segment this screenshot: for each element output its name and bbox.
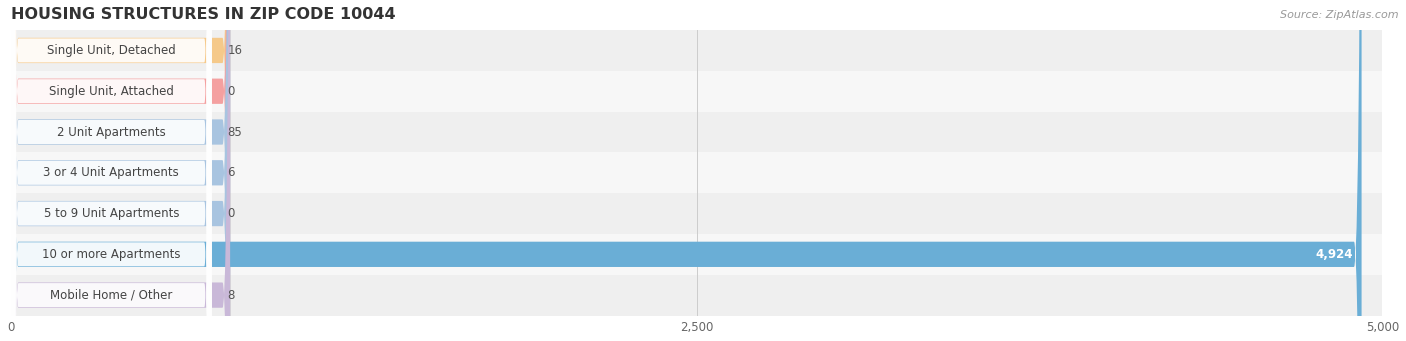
FancyBboxPatch shape bbox=[11, 0, 231, 341]
Text: 0: 0 bbox=[228, 85, 235, 98]
Text: Single Unit, Detached: Single Unit, Detached bbox=[46, 44, 176, 57]
FancyBboxPatch shape bbox=[11, 0, 211, 341]
Text: 2 Unit Apartments: 2 Unit Apartments bbox=[58, 125, 166, 138]
FancyBboxPatch shape bbox=[11, 0, 211, 341]
FancyBboxPatch shape bbox=[11, 0, 211, 341]
FancyBboxPatch shape bbox=[11, 30, 1382, 71]
FancyBboxPatch shape bbox=[11, 0, 231, 341]
Text: Single Unit, Attached: Single Unit, Attached bbox=[49, 85, 174, 98]
FancyBboxPatch shape bbox=[11, 193, 1382, 234]
FancyBboxPatch shape bbox=[11, 71, 1382, 112]
FancyBboxPatch shape bbox=[11, 0, 1361, 341]
Text: 6: 6 bbox=[228, 166, 235, 179]
FancyBboxPatch shape bbox=[11, 0, 231, 341]
FancyBboxPatch shape bbox=[11, 275, 1382, 315]
Text: 10 or more Apartments: 10 or more Apartments bbox=[42, 248, 180, 261]
FancyBboxPatch shape bbox=[11, 0, 211, 341]
FancyBboxPatch shape bbox=[11, 0, 211, 341]
Text: 8: 8 bbox=[228, 288, 235, 301]
FancyBboxPatch shape bbox=[11, 0, 231, 341]
FancyBboxPatch shape bbox=[11, 0, 231, 341]
FancyBboxPatch shape bbox=[11, 152, 1382, 193]
Text: 3 or 4 Unit Apartments: 3 or 4 Unit Apartments bbox=[44, 166, 179, 179]
FancyBboxPatch shape bbox=[11, 234, 1382, 275]
Text: 0: 0 bbox=[228, 207, 235, 220]
Text: 5 to 9 Unit Apartments: 5 to 9 Unit Apartments bbox=[44, 207, 179, 220]
Text: Source: ZipAtlas.com: Source: ZipAtlas.com bbox=[1281, 10, 1399, 20]
Text: Mobile Home / Other: Mobile Home / Other bbox=[51, 288, 173, 301]
FancyBboxPatch shape bbox=[11, 112, 1382, 152]
FancyBboxPatch shape bbox=[11, 0, 231, 341]
FancyBboxPatch shape bbox=[11, 0, 211, 341]
Text: 85: 85 bbox=[228, 125, 242, 138]
FancyBboxPatch shape bbox=[11, 0, 211, 341]
Text: HOUSING STRUCTURES IN ZIP CODE 10044: HOUSING STRUCTURES IN ZIP CODE 10044 bbox=[11, 7, 395, 22]
Text: 4,924: 4,924 bbox=[1316, 248, 1354, 261]
Text: 16: 16 bbox=[228, 44, 242, 57]
